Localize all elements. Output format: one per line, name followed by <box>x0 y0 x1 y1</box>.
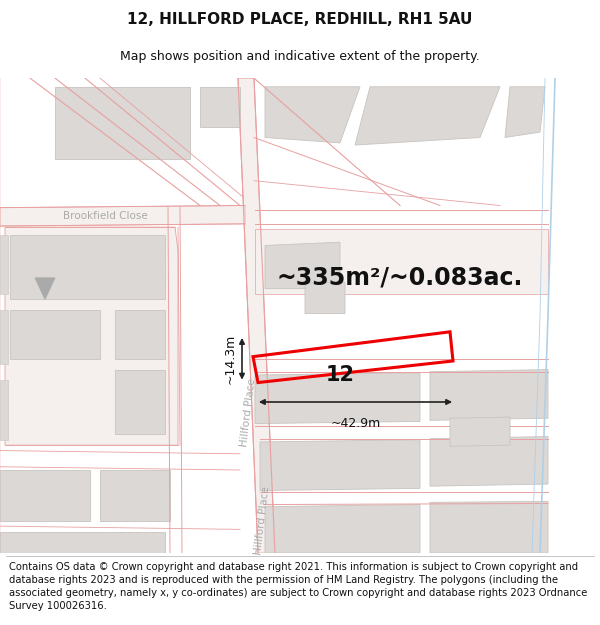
Text: ~42.9m: ~42.9m <box>331 417 380 430</box>
Polygon shape <box>115 369 165 434</box>
Polygon shape <box>355 87 500 145</box>
Polygon shape <box>430 501 548 553</box>
Polygon shape <box>115 310 165 359</box>
Polygon shape <box>450 417 510 446</box>
Polygon shape <box>260 440 420 491</box>
Polygon shape <box>0 381 8 440</box>
Polygon shape <box>505 87 545 138</box>
Polygon shape <box>35 278 55 299</box>
Polygon shape <box>430 436 548 486</box>
Polygon shape <box>10 310 100 359</box>
Text: Brookfield Close: Brookfield Close <box>62 211 148 221</box>
Text: ~335m²/~0.083ac.: ~335m²/~0.083ac. <box>277 266 523 290</box>
Text: ~14.3m: ~14.3m <box>224 334 237 384</box>
Polygon shape <box>55 87 190 159</box>
Polygon shape <box>0 310 8 364</box>
Text: Hillford Place: Hillford Place <box>253 486 271 556</box>
Polygon shape <box>305 282 345 314</box>
Polygon shape <box>10 234 165 299</box>
Polygon shape <box>0 206 245 226</box>
Polygon shape <box>265 504 420 553</box>
Polygon shape <box>200 87 240 127</box>
Text: Hillford Place: Hillford Place <box>239 378 257 448</box>
Text: 12: 12 <box>325 365 355 385</box>
Polygon shape <box>100 470 170 521</box>
Polygon shape <box>5 227 178 445</box>
Text: Contains OS data © Crown copyright and database right 2021. This information is : Contains OS data © Crown copyright and d… <box>9 562 587 611</box>
Polygon shape <box>265 87 360 143</box>
Polygon shape <box>265 242 340 289</box>
Text: Map shows position and indicative extent of the property.: Map shows position and indicative extent… <box>120 50 480 62</box>
Polygon shape <box>430 369 548 421</box>
Polygon shape <box>0 234 8 294</box>
Text: 12, HILLFORD PLACE, REDHILL, RH1 5AU: 12, HILLFORD PLACE, REDHILL, RH1 5AU <box>127 12 473 27</box>
Polygon shape <box>238 78 275 553</box>
Polygon shape <box>0 531 165 553</box>
Polygon shape <box>255 229 548 294</box>
Polygon shape <box>255 373 420 424</box>
Polygon shape <box>0 470 90 521</box>
